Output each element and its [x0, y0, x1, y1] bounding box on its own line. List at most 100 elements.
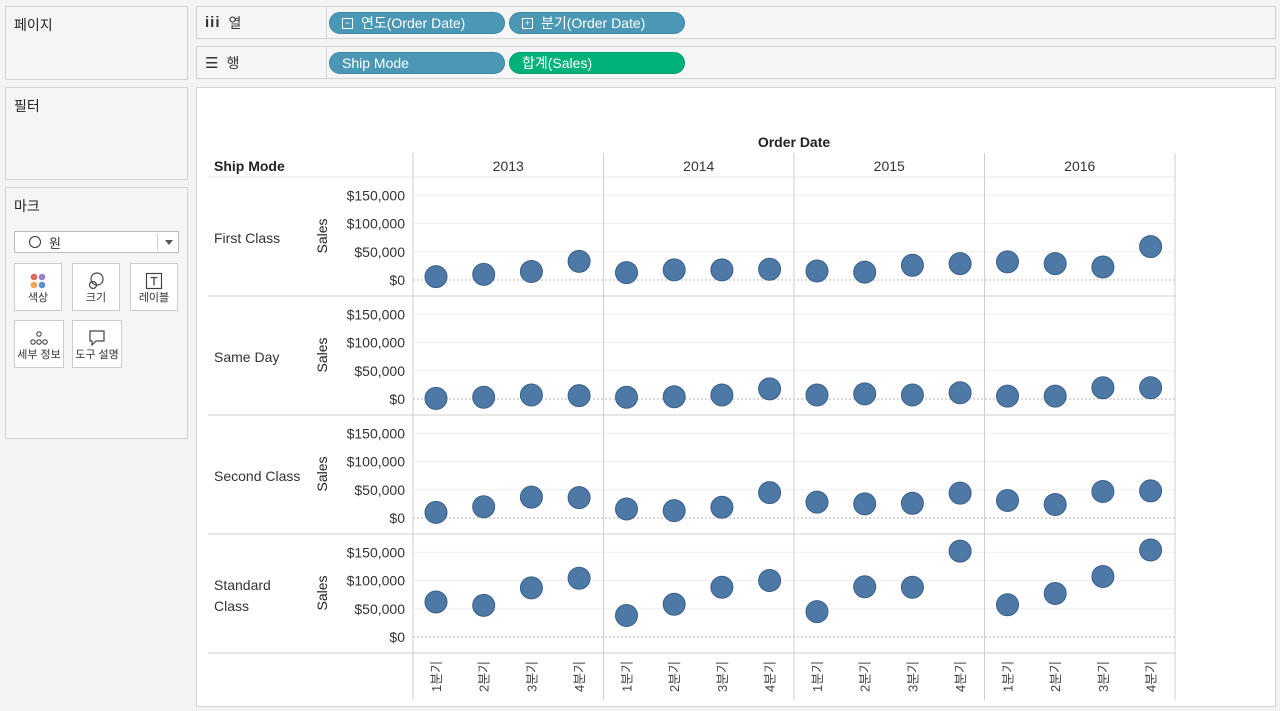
mark-type-dropdown[interactable]: 원 [14, 231, 179, 253]
size-button-label: 크기 [85, 292, 107, 304]
scatter-point [424, 386, 448, 410]
scatter-point [805, 383, 829, 407]
scatter-point [853, 492, 877, 516]
scatter-point [996, 488, 1019, 512]
year-header-label: 2014 [683, 158, 714, 174]
row-pill-ship-mode-label: Ship Mode [342, 55, 409, 71]
scatter-point [519, 260, 543, 284]
y-tick-label: $100,000 [347, 216, 406, 232]
scatter-point [519, 383, 543, 407]
quarter-tick-label: 2분기 [1048, 661, 1063, 692]
rows-icon: ☰ [205, 54, 219, 72]
y-tick-label: $0 [389, 629, 405, 645]
row-header-title: Ship Mode [214, 158, 285, 174]
scatter-point [758, 377, 782, 401]
quarter-tick-label: 3분기 [524, 661, 539, 692]
y-axis-title: Sales [314, 575, 330, 610]
detail-button-label: 세부 정보 [17, 349, 61, 361]
scatter-point [567, 486, 591, 510]
scatter-chart[interactable]: Order Date Ship Mode 2013 2014 2015 2016 $150,… [197, 88, 1275, 706]
size-button[interactable]: 크기 [72, 263, 120, 311]
detail-button[interactable]: 세부 정보 [14, 320, 64, 368]
scatter-point [900, 253, 924, 277]
columns-icon: iii [205, 14, 221, 31]
viz-canvas[interactable]: Order Date Ship Mode 2013 2014 2015 2016 $150,… [196, 87, 1276, 707]
quarter-tick-label: 2분기 [667, 661, 682, 692]
column-pill-quarter-label: 분기(Order Date) [541, 15, 646, 31]
scatter-point [1043, 492, 1067, 516]
scatter-point [948, 381, 972, 405]
tooltip-bubble-icon [73, 329, 121, 350]
year-header-label: 2015 [874, 158, 905, 174]
row-pill-sum-sales[interactable]: 합계(Sales) [509, 52, 685, 74]
scatter-point [900, 491, 924, 515]
scatter-point [1139, 479, 1163, 503]
scatter-point [758, 257, 782, 281]
scatter-point [900, 575, 924, 599]
scatter-point [567, 566, 591, 590]
y-axis-title: Sales [314, 218, 330, 253]
scatter-point [662, 258, 686, 282]
scatter-point [996, 384, 1019, 408]
filters-panel[interactable]: 필터 [5, 87, 188, 180]
scatter-point [948, 252, 972, 276]
y-axis-title: Sales [314, 456, 330, 491]
scatter-point [1091, 565, 1115, 589]
quarter-tick-label: 4분기 [572, 661, 587, 692]
ship-mode-label: First Class [214, 230, 280, 246]
year-header-label: 2016 [1064, 158, 1095, 174]
rows-shelf[interactable]: ☰ 행 Ship Mode 합계(Sales) [196, 46, 1276, 79]
ship-mode-label: Second Class [214, 468, 300, 484]
scatter-point [758, 569, 782, 592]
marks-title: 마크 [14, 198, 40, 214]
scatter-point [1043, 384, 1067, 408]
scatter-point [662, 499, 686, 523]
rows-label: 행 [226, 54, 240, 71]
scatter-point [758, 481, 782, 505]
scatter-point [900, 383, 924, 407]
column-pill-year[interactable]: − 연도(Order Date) [329, 12, 505, 34]
expand-plus-icon[interactable]: + [522, 17, 533, 29]
quarter-tick-label: 1분기 [1001, 661, 1016, 692]
label-button[interactable]: 레이블 [130, 263, 178, 311]
scatter-point [1091, 376, 1115, 400]
scatter-point [996, 593, 1019, 617]
y-tick-label: $150,000 [347, 306, 406, 322]
pages-title: 페이지 [14, 17, 53, 33]
quarter-tick-label: 3분기 [715, 661, 730, 692]
scatter-point [948, 539, 972, 563]
rows-shelf-label: ☰ 행 [197, 47, 327, 78]
scatter-point [1139, 538, 1163, 562]
y-tick-label: $0 [389, 510, 405, 526]
color-button[interactable]: 색상 [14, 263, 62, 311]
dropdown-divider [157, 234, 158, 250]
collapse-minus-icon[interactable]: − [342, 17, 353, 29]
row-pill-sum-sales-label: 합계(Sales) [522, 55, 593, 71]
y-tick-label: $50,000 [354, 601, 405, 617]
marks-panel: 마크 원 색상 크기 레이블 세부 정보 도구 설명 [5, 187, 188, 439]
tooltip-button[interactable]: 도구 설명 [72, 320, 122, 368]
row-pill-ship-mode[interactable]: Ship Mode [329, 52, 505, 74]
scatter-point [662, 592, 686, 616]
scatter-point [853, 575, 877, 599]
pages-panel: 페이지 [5, 6, 188, 80]
scatter-point [615, 261, 638, 285]
color-button-label: 색상 [27, 292, 49, 304]
scatter-point [710, 495, 734, 519]
y-tick-label: $0 [389, 391, 405, 407]
quarter-tick-label: 2분기 [858, 661, 873, 692]
mark-type-label: 원 [49, 235, 61, 251]
chevron-down-icon[interactable] [165, 240, 173, 245]
quarter-tick-label: 4분기 [1144, 661, 1159, 692]
columns-shelf[interactable]: iii 열 − 연도(Order Date) + 분기(Order Date) [196, 6, 1276, 39]
y-tick-label: $50,000 [354, 482, 405, 498]
scatter-point [615, 604, 638, 628]
column-pill-year-label: 연도(Order Date) [361, 15, 466, 31]
y-tick-label: $150,000 [347, 544, 406, 560]
scatter-point [853, 260, 877, 284]
column-pill-quarter[interactable]: + 분기(Order Date) [509, 12, 685, 34]
year-header-label: 2013 [493, 158, 524, 174]
circle-mark-icon [29, 236, 41, 248]
scatter-point [805, 259, 829, 283]
ship-mode-label: Same Day [214, 349, 279, 365]
